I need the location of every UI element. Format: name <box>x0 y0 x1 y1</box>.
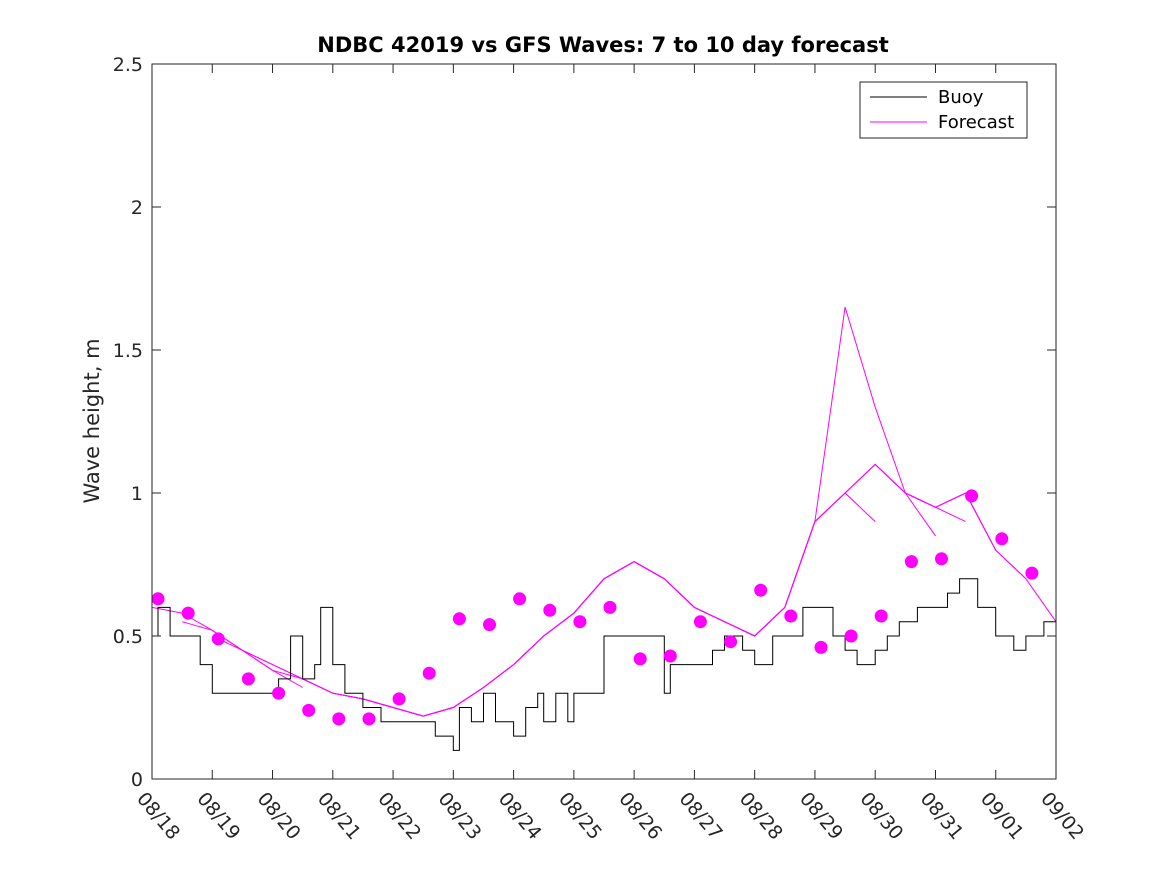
legend-box <box>859 81 1028 139</box>
forecast-dot <box>422 666 436 680</box>
forecast-dot <box>302 703 316 717</box>
forecast-run-line <box>905 492 1057 622</box>
forecast-dot <box>452 612 466 626</box>
forecast-dot <box>904 555 918 569</box>
y-tick-label: 0 <box>131 769 143 791</box>
forecast-dot <box>724 635 738 649</box>
forecast-dot <box>211 632 225 646</box>
forecast-dot <box>272 686 286 700</box>
y-tick-label: 0.5 <box>113 626 143 648</box>
forecast-dot <box>573 615 587 629</box>
legend-buoy-label: Buoy <box>938 87 984 108</box>
forecast-dot <box>483 618 496 632</box>
forecast-dot <box>844 629 858 643</box>
chart-title: NDBC 42019 vs GFS Waves: 7 to 10 day for… <box>317 33 888 57</box>
forecast-dot <box>181 606 195 620</box>
forecast-dot <box>784 609 798 623</box>
forecast-dot <box>814 640 828 654</box>
forecast-dot <box>995 532 1009 546</box>
forecast-dot <box>965 489 979 503</box>
series-layer <box>151 306 1057 751</box>
forecast-dot <box>663 649 677 663</box>
forecast-dot <box>151 592 165 606</box>
forecast-dot <box>513 592 527 606</box>
forecast-dot <box>874 609 888 623</box>
forecast-dot <box>543 603 557 617</box>
forecast-run-line <box>754 306 906 637</box>
forecast-dot <box>633 652 647 666</box>
forecast-dot <box>935 552 948 566</box>
axes-box <box>151 63 1057 780</box>
forecast-dot <box>754 583 768 597</box>
y-tick-label: 2.5 <box>113 54 143 76</box>
forecast-dot <box>362 712 376 726</box>
forecast-dot <box>241 672 255 686</box>
y-tick-label: 1 <box>131 483 143 505</box>
y-tick-label: 1.5 <box>113 340 143 362</box>
forecast-dot <box>332 712 346 726</box>
forecast-dot <box>603 600 617 614</box>
forecast-dot <box>1025 566 1039 580</box>
forecast-dot <box>693 615 707 629</box>
buoy-line <box>152 578 1057 751</box>
y-tick-label: 2 <box>131 197 143 219</box>
forecast-dot <box>392 692 406 706</box>
legend-forecast-label: Forecast <box>938 112 1014 133</box>
y-axis-label: Wave height, m <box>80 338 104 503</box>
legend: Buoy Forecast <box>859 81 1028 139</box>
